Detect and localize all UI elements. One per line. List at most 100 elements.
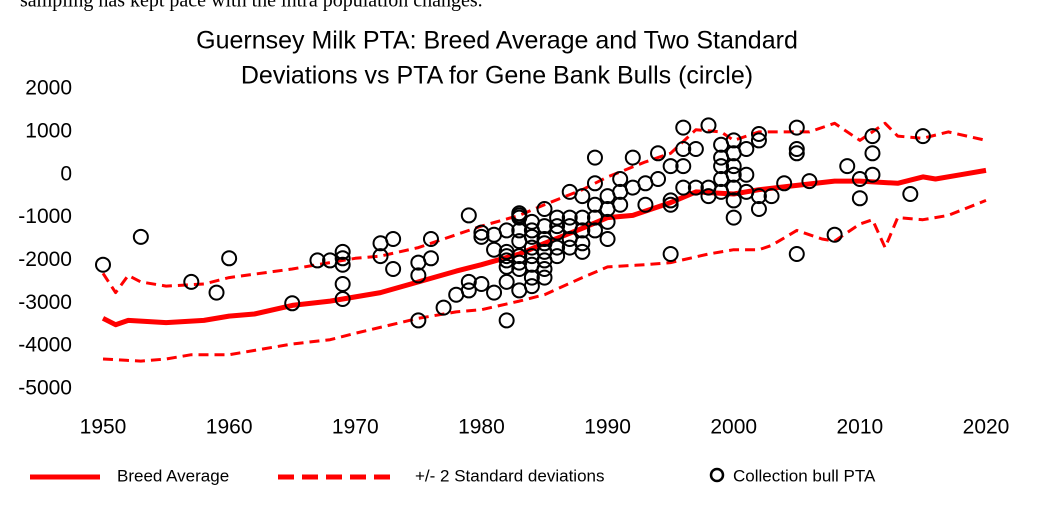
data-point xyxy=(586,175,603,192)
data-point xyxy=(574,188,591,205)
data-point xyxy=(523,278,540,295)
y-tick-label: -1000 xyxy=(18,205,72,228)
data-point xyxy=(473,276,490,292)
legend-label: +/- 2 Standard deviations xyxy=(415,466,604,485)
data-point xyxy=(788,141,805,157)
data-point xyxy=(511,248,528,265)
data-point xyxy=(486,241,503,258)
data-point xyxy=(536,261,553,277)
data-point xyxy=(725,158,742,175)
y-tick-label: 2000 xyxy=(25,77,72,100)
data-point xyxy=(95,256,111,273)
data-point xyxy=(788,246,805,262)
data-point xyxy=(687,141,704,157)
data-point xyxy=(574,209,591,226)
data-point xyxy=(132,228,149,245)
data-point xyxy=(410,312,427,329)
data-point xyxy=(788,145,805,162)
y-tick-label: -2000 xyxy=(18,248,72,271)
legend-label: Collection bull PTA xyxy=(733,466,876,485)
data-point xyxy=(309,252,326,269)
data-point xyxy=(700,117,717,134)
x-tick-label: 2010 xyxy=(836,416,883,439)
data-point xyxy=(675,158,692,175)
data-point xyxy=(536,218,553,235)
data-point xyxy=(801,173,818,190)
data-point xyxy=(574,243,591,260)
data-point xyxy=(385,231,402,247)
data-point xyxy=(460,282,477,299)
data-point xyxy=(284,295,301,312)
data-point xyxy=(385,261,402,277)
data-point xyxy=(637,196,654,213)
chart-title: Guernsey Milk PTA: Breed Average and Two… xyxy=(196,27,798,55)
data-point xyxy=(599,231,616,247)
data-point xyxy=(650,145,667,162)
data-point xyxy=(839,158,856,175)
data-point xyxy=(738,166,755,183)
data-point xyxy=(864,166,881,183)
y-tick-label: 1000 xyxy=(25,119,72,142)
data-point xyxy=(536,231,553,247)
data-point xyxy=(511,222,528,239)
data-point xyxy=(536,269,553,286)
data-point xyxy=(435,299,452,316)
data-point xyxy=(498,273,515,290)
chart-title: Deviations vs PTA for Gene Bank Bulls (c… xyxy=(241,62,753,90)
data-point xyxy=(422,231,439,247)
data-point xyxy=(410,267,427,284)
data-point xyxy=(334,250,351,267)
y-tick-label: -4000 xyxy=(18,334,72,357)
series-line xyxy=(101,121,987,295)
x-tick-label: 1990 xyxy=(584,416,631,439)
data-point xyxy=(536,201,553,217)
data-point xyxy=(221,250,238,267)
data-point xyxy=(183,273,200,290)
data-point xyxy=(738,141,755,157)
data-point xyxy=(473,224,490,241)
data-point xyxy=(750,188,767,205)
data-point xyxy=(675,141,692,157)
data-point xyxy=(864,145,881,162)
x-tick-label: 1970 xyxy=(332,416,379,439)
x-tick-label: 1960 xyxy=(206,416,253,439)
data-point xyxy=(334,256,351,273)
data-point xyxy=(586,222,603,239)
data-point xyxy=(624,149,641,166)
data-point xyxy=(498,222,515,239)
data-point xyxy=(650,171,667,187)
data-point xyxy=(498,248,515,265)
data-point xyxy=(662,158,679,175)
data-point xyxy=(662,246,679,262)
data-point xyxy=(523,269,540,286)
data-point xyxy=(574,235,591,252)
y-tick-label: -3000 xyxy=(18,291,72,314)
data-point xyxy=(334,291,351,307)
data-point xyxy=(750,126,767,142)
data-point xyxy=(750,132,767,149)
data-point xyxy=(851,190,868,207)
data-point xyxy=(725,192,742,209)
data-point xyxy=(422,250,439,267)
x-tick-label: 2020 xyxy=(963,416,1010,439)
legend-label: Breed Average xyxy=(117,466,229,485)
data-point xyxy=(599,213,616,230)
x-tick-label: 1950 xyxy=(80,416,127,439)
data-point xyxy=(334,276,351,292)
data-point xyxy=(372,248,389,265)
data-point xyxy=(750,201,767,217)
data-point xyxy=(486,284,503,301)
data-point xyxy=(776,175,793,192)
data-point xyxy=(460,273,477,290)
series-line xyxy=(101,167,987,328)
data-point xyxy=(208,284,225,301)
data-point xyxy=(725,132,742,149)
data-point xyxy=(334,243,351,260)
data-point xyxy=(788,119,805,136)
data-point xyxy=(574,222,591,239)
data-point xyxy=(914,128,931,145)
data-point xyxy=(902,186,919,202)
y-tick-label: 0 xyxy=(60,162,72,185)
x-tick-label: 2000 xyxy=(710,416,757,439)
